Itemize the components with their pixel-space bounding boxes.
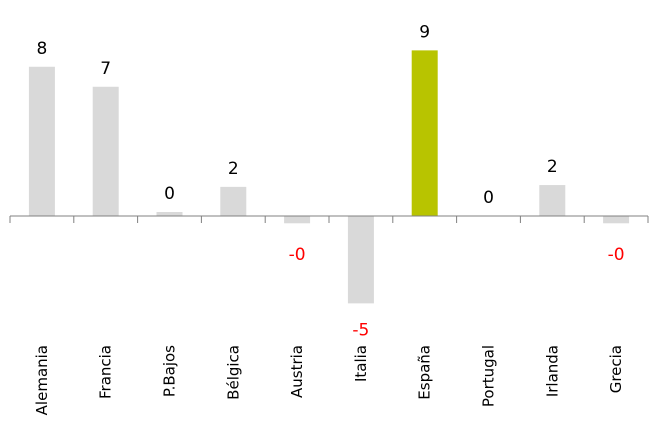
bar-alemania [28,66,55,216]
category-label: España [416,345,434,400]
category-label: Grecia [607,345,625,393]
category-label: Bélgica [224,345,242,400]
bar-p-bajos [156,212,183,216]
category-label: Italia [352,345,370,382]
category-label: Irlanda [543,345,561,397]
category-label: Portugal [480,345,498,407]
value-label: 2 [228,159,239,179]
category-labels-layer: Alemania Francia P.Bajos Bélgica Austria Ital… [33,345,625,416]
value-label: 0 [483,188,494,208]
category-label: Alemania [33,345,51,415]
bars-layer [28,50,630,304]
value-label: 2 [547,157,558,177]
category-label: Austria [288,345,306,398]
value-label: 0 [164,184,175,204]
value-label: -5 [352,320,369,340]
bar-b-lgica [220,186,247,216]
value-label: -0 [289,245,306,265]
bar-espa-a [411,50,438,216]
bar-francia [92,86,119,216]
x-axis [9,215,649,223]
category-label: Francia [97,345,115,399]
bar-italia [347,216,374,304]
bar-grecia [603,216,630,224]
value-label: 8 [36,39,47,59]
value-labels-layer: 8 7 0 2 -0 -5 9 0 2 -0 [36,22,624,340]
bar-austria [284,216,311,224]
category-label: P.Bajos [161,345,179,397]
value-label: -0 [608,245,625,265]
value-label: 7 [100,59,111,79]
value-label: 9 [419,22,430,42]
bar-irlanda [539,185,566,216]
